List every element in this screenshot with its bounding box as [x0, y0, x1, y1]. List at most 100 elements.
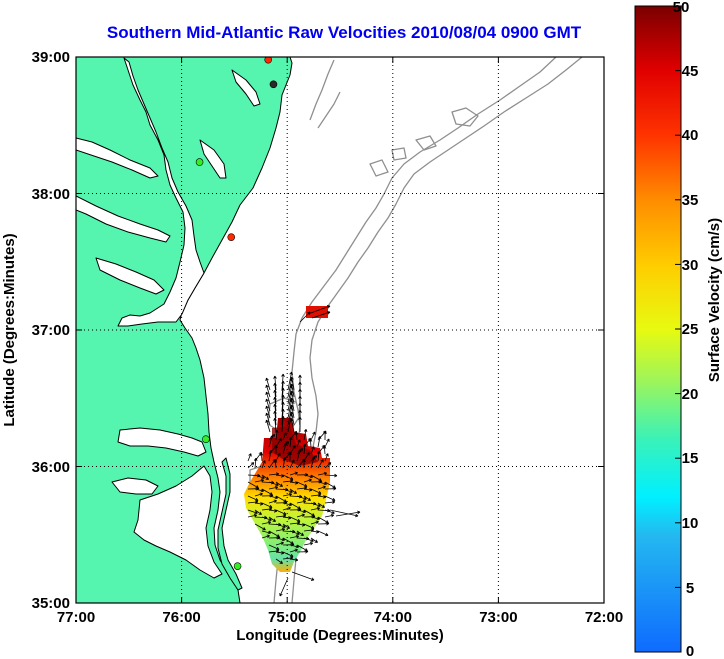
- velocity-vector: [275, 452, 281, 462]
- station-marker: [195, 158, 204, 166]
- eastern-shore-inlet-1: [199, 139, 227, 179]
- velocity-vector: [310, 506, 321, 511]
- colorbar: [634, 5, 682, 653]
- velocity-vector: [273, 389, 277, 405]
- velocity-vector: [261, 516, 272, 522]
- y-tick-label: 38:00: [32, 186, 70, 203]
- velocity-vector: [296, 495, 307, 501]
- velocity-vector: [289, 481, 299, 485]
- velocity-vector: [296, 513, 305, 518]
- velocity-vector: [268, 435, 274, 448]
- velocity-vector: [324, 500, 336, 504]
- velocity-vector: [324, 473, 338, 478]
- y-tick-label: 35:00: [32, 595, 70, 612]
- velocity-vector: [324, 513, 335, 518]
- velocity-vector: [273, 375, 277, 391]
- velocity-vector: [310, 530, 320, 534]
- velocity-vector: [273, 403, 277, 419]
- sound-lobe: [111, 477, 159, 495]
- velocity-vector: [282, 502, 293, 507]
- velocity-vector: [273, 459, 278, 469]
- velocity-vector: [247, 462, 255, 469]
- velocity-vector: [289, 534, 300, 539]
- velocity-vector: [265, 398, 271, 412]
- velocity-vector: [303, 541, 314, 546]
- velocity-vector: [254, 509, 262, 515]
- velocity-vector: [282, 432, 287, 441]
- velocity-vector: [275, 523, 286, 529]
- velocity-vector: [289, 459, 295, 469]
- velocity-vector: [282, 456, 287, 469]
- velocity-vector: [302, 443, 307, 455]
- velocity-vector: [275, 474, 285, 478]
- velocity-vector: [261, 520, 272, 525]
- chart-title: Southern Mid-Atlantic Raw Velocities 201…: [107, 23, 582, 42]
- velocity-vector: [317, 521, 330, 526]
- velocity-vector: [281, 415, 285, 433]
- velocity-vector: [303, 488, 313, 492]
- velocity-vector: [282, 492, 293, 497]
- velocity-vector: [265, 412, 271, 426]
- colorbar-label: Surface Velocity (cm/s): [706, 218, 723, 382]
- x-tick-label: 77:00: [57, 609, 95, 626]
- velocity-vector: [317, 495, 327, 499]
- velocity-vector: [311, 311, 331, 319]
- velocity-vector: [303, 474, 314, 479]
- velocity-vector: [273, 382, 277, 398]
- velocity-vector: [268, 495, 279, 500]
- velocity-vector: [268, 481, 279, 487]
- x-tick-label: 72:00: [585, 609, 623, 626]
- colorbar-tick-label: 25: [682, 321, 699, 338]
- velocity-vector: [268, 485, 279, 490]
- velocity-vector: [275, 537, 286, 542]
- x-tick-label: 74:00: [374, 609, 412, 626]
- velocity-vector: [316, 450, 321, 462]
- hf-radar-stations: [195, 57, 278, 570]
- velocity-vector: [310, 516, 321, 521]
- velocity-vector: [254, 478, 265, 483]
- velocity-vector: [310, 520, 319, 525]
- velocity-vector: [310, 456, 316, 469]
- velocity-vector: [296, 509, 307, 514]
- colorbar-tick-label: 35: [682, 192, 699, 209]
- velocity-vector: [296, 499, 307, 504]
- colorbar-tick-label: 5: [686, 580, 694, 597]
- colorbar-tick-label: 50: [673, 0, 690, 16]
- velocity-vector: [324, 438, 330, 448]
- velocity-vector: [317, 459, 324, 469]
- colorbar-tick-label: 10: [682, 515, 699, 532]
- velocity-vector: [317, 435, 322, 448]
- velocity-vector: [317, 502, 325, 508]
- velocity-vector: [268, 516, 276, 522]
- velocity-vector: [265, 405, 271, 419]
- velocity-vector: [310, 446, 315, 455]
- colorbar-tick-label: 0: [686, 643, 694, 659]
- velocity-vector: [265, 377, 271, 391]
- velocity-vector: [324, 453, 329, 462]
- velocity-vector: [265, 391, 271, 405]
- velocity-vector: [254, 523, 266, 531]
- velocity-vector: [273, 417, 277, 433]
- velocity-vector: [288, 451, 292, 462]
- chesapeake-bay: [117, 57, 205, 327]
- velocity-vector: [288, 436, 293, 448]
- station-marker: [233, 562, 242, 570]
- x-tick-label: 75:00: [268, 609, 306, 626]
- western-estuary-2: [76, 195, 171, 243]
- station-marker: [269, 80, 278, 89]
- x-tick-label: 73:00: [479, 609, 517, 626]
- y-tick-label: 39:00: [32, 49, 70, 66]
- velocity-vector: [275, 541, 284, 546]
- velocity-vector: [289, 530, 300, 536]
- velocity-vector: [247, 509, 258, 515]
- western-estuary-3: [95, 257, 165, 295]
- velocity-vector: [268, 499, 277, 504]
- velocity-vector: [273, 410, 277, 426]
- velocity-vector: [329, 509, 359, 518]
- velocity-vector: [303, 478, 312, 483]
- colorbar-tick-label: 15: [682, 450, 699, 467]
- albemarle-sound: [117, 427, 207, 457]
- outer-banks: [217, 457, 243, 591]
- velocity-vector: [289, 544, 300, 549]
